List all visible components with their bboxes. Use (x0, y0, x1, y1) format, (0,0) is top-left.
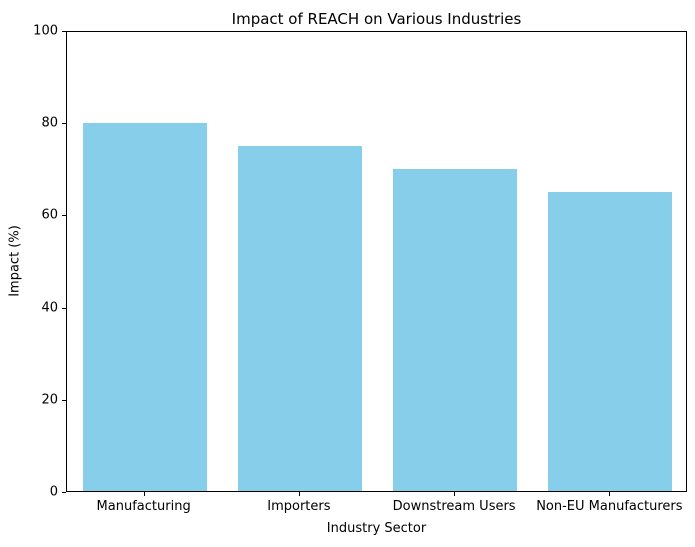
chart-title: Impact of REACH on Various Industries (231, 10, 522, 28)
y-tick-label-0: 0 (49, 484, 58, 500)
plot-area (66, 31, 687, 492)
bar-non-eu-manufacturers (548, 192, 673, 491)
bar-downstream-users (393, 169, 518, 491)
bar-manufacturing (82, 123, 207, 491)
x-tick-label-non-eu-manufacturers: Non-EU Manufacturers (536, 499, 683, 514)
y-tick-label-100: 100 (33, 23, 58, 39)
y-tick-mark (62, 399, 66, 401)
y-tick-mark (62, 492, 66, 493)
x-tick-mark (298, 492, 300, 496)
bar-importers (237, 146, 362, 491)
y-tick-label-60: 60 (41, 207, 58, 223)
x-axis-label: Industry Sector (326, 521, 427, 536)
y-tick-label-20: 20 (41, 392, 58, 408)
y-tick-label-80: 80 (41, 115, 58, 131)
x-tick-mark (143, 492, 145, 496)
y-tick-mark (62, 31, 66, 32)
y-tick-mark (62, 123, 66, 125)
y-axis-label: Impact (%) (7, 225, 23, 297)
x-tick-label-downstream-users: Downstream Users (392, 499, 516, 514)
y-tick-label-40: 40 (41, 300, 58, 316)
y-tick-mark (62, 215, 66, 217)
y-tick-mark (62, 307, 66, 309)
x-tick-mark (609, 492, 611, 496)
x-tick-label-importers: Importers (267, 499, 331, 514)
x-tick-mark (454, 492, 456, 496)
x-tick-label-manufacturing: Manufacturing (96, 499, 191, 514)
